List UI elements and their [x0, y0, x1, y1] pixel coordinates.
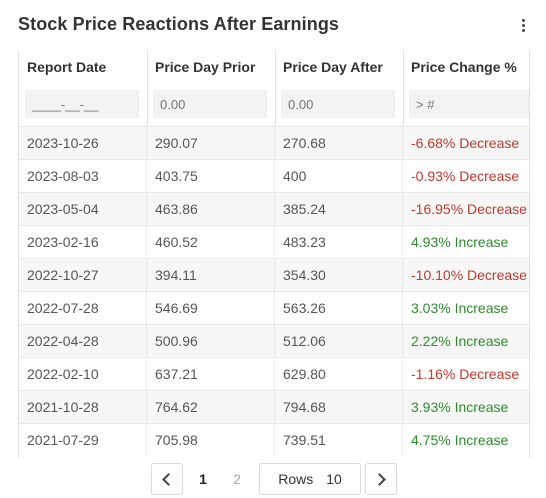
rows-per-page-select[interactable]: Rows 10 [259, 463, 361, 495]
price-day-after-filter-input[interactable] [281, 90, 395, 118]
table-row[interactable]: 2022-07-28 546.69 563.26 3.03% Increase [19, 291, 529, 324]
cell-price-day-prior: 394.11 [147, 259, 275, 291]
column-header-price-day-after[interactable]: Price Day After [283, 59, 383, 75]
cell-price-change: 2.22% Increase [411, 333, 509, 349]
page-2-button[interactable]: 2 [233, 471, 241, 487]
prev-page-button[interactable] [151, 463, 183, 495]
cell-price-day-after: 794.68 [275, 391, 403, 423]
table-row[interactable]: 2022-04-28 500.96 512.06 2.22% Increase [19, 324, 529, 357]
cell-price-change: 4.75% Increase [411, 432, 509, 448]
rows-label: Rows [278, 471, 314, 487]
card-title: Stock Price Reactions After Earnings [18, 14, 340, 34]
cell-report-date: 2021-10-28 [19, 391, 147, 423]
filter-row [19, 84, 529, 126]
cell-price-day-prior: 637.21 [147, 358, 275, 390]
cell-price-day-prior: 546.69 [147, 292, 275, 324]
cell-price-day-after: 354.30 [275, 259, 403, 291]
column-header-report-date[interactable]: Report Date [27, 59, 107, 75]
cell-report-date: 2023-08-03 [19, 160, 147, 192]
table-row[interactable]: 2021-10-28 764.62 794.68 3.93% Increase [19, 390, 529, 423]
cell-report-date: 2022-04-28 [19, 325, 147, 357]
cell-report-date: 2023-02-16 [19, 226, 147, 258]
cell-price-day-prior: 460.52 [147, 226, 275, 258]
cell-price-day-prior: 403.75 [147, 160, 275, 192]
cell-report-date: 2023-10-26 [19, 127, 147, 159]
column-divider [403, 50, 404, 126]
table-row[interactable]: 2021-07-29 705.98 739.51 4.75% Increase [19, 423, 529, 456]
cell-price-day-after: 483.23 [275, 226, 403, 258]
rows-value: 10 [326, 471, 342, 487]
cell-price-day-after: 739.51 [275, 424, 403, 456]
page-1-button[interactable]: 1 [199, 471, 207, 487]
cell-price-change: 3.93% Increase [411, 399, 509, 415]
cell-report-date: 2022-07-28 [19, 292, 147, 324]
cell-report-date: 2021-07-29 [19, 424, 147, 456]
table-row[interactable]: 2023-05-04 463.86 385.24 -16.95% Decrease [19, 192, 529, 225]
cell-price-change: -16.95% Decrease [411, 201, 527, 217]
table-row[interactable]: 2022-02-10 637.21 629.80 -1.16% Decrease [19, 357, 529, 390]
column-header-price-day-prior[interactable]: Price Day Prior [155, 59, 256, 75]
table-row[interactable]: 2023-10-26 290.07 270.68 -6.68% Decrease [19, 126, 529, 159]
cell-price-change: -0.93% Decrease [411, 168, 520, 184]
column-header-price-change[interactable]: Price Change % [411, 59, 517, 75]
cell-price-day-prior: 705.98 [147, 424, 275, 456]
column-divider [275, 50, 276, 126]
table-row[interactable]: 2023-02-16 460.52 483.23 4.93% Increase [19, 225, 529, 258]
cell-price-day-after: 629.80 [275, 358, 403, 390]
cell-price-change: 4.93% Increase [411, 234, 509, 250]
cell-price-day-after: 385.24 [275, 193, 403, 225]
cell-price-day-after: 512.06 [275, 325, 403, 357]
kebab-menu-icon[interactable] [517, 16, 529, 34]
chevron-left-icon [162, 472, 175, 486]
cell-price-change: -6.68% Decrease [411, 135, 520, 151]
table-row[interactable]: 2022-10-27 394.11 354.30 -10.10% Decrease [19, 258, 529, 291]
cell-price-day-prior: 290.07 [147, 127, 275, 159]
cell-report-date: 2022-02-10 [19, 358, 147, 390]
cell-price-day-after: 563.26 [275, 292, 403, 324]
column-divider [147, 50, 148, 126]
pagination: 1 2 Rows 10 [0, 463, 546, 495]
cell-price-day-prior: 500.96 [147, 325, 275, 357]
table-row[interactable]: 2023-08-03 403.75 400 -0.93% Decrease [19, 159, 529, 192]
data-table: Report Date Price Day Prior Price Day Af… [18, 50, 530, 458]
cell-report-date: 2022-10-27 [19, 259, 147, 291]
cell-price-day-prior: 764.62 [147, 391, 275, 423]
cell-price-day-prior: 463.86 [147, 193, 275, 225]
cell-report-date: 2023-05-04 [19, 193, 147, 225]
report-date-filter-input[interactable] [25, 90, 139, 118]
next-page-button[interactable] [365, 463, 397, 495]
table-header: Report Date Price Day Prior Price Day Af… [19, 50, 529, 84]
cell-price-change: 3.03% Increase [411, 300, 509, 316]
cell-price-change: -10.10% Decrease [411, 267, 527, 283]
price-change-filter-input[interactable] [409, 90, 529, 118]
chevron-right-icon [373, 472, 386, 486]
price-day-prior-filter-input[interactable] [153, 90, 267, 118]
cell-price-day-after: 270.68 [275, 127, 403, 159]
cell-price-day-after: 400 [275, 160, 403, 192]
cell-price-change: -1.16% Decrease [411, 366, 520, 382]
